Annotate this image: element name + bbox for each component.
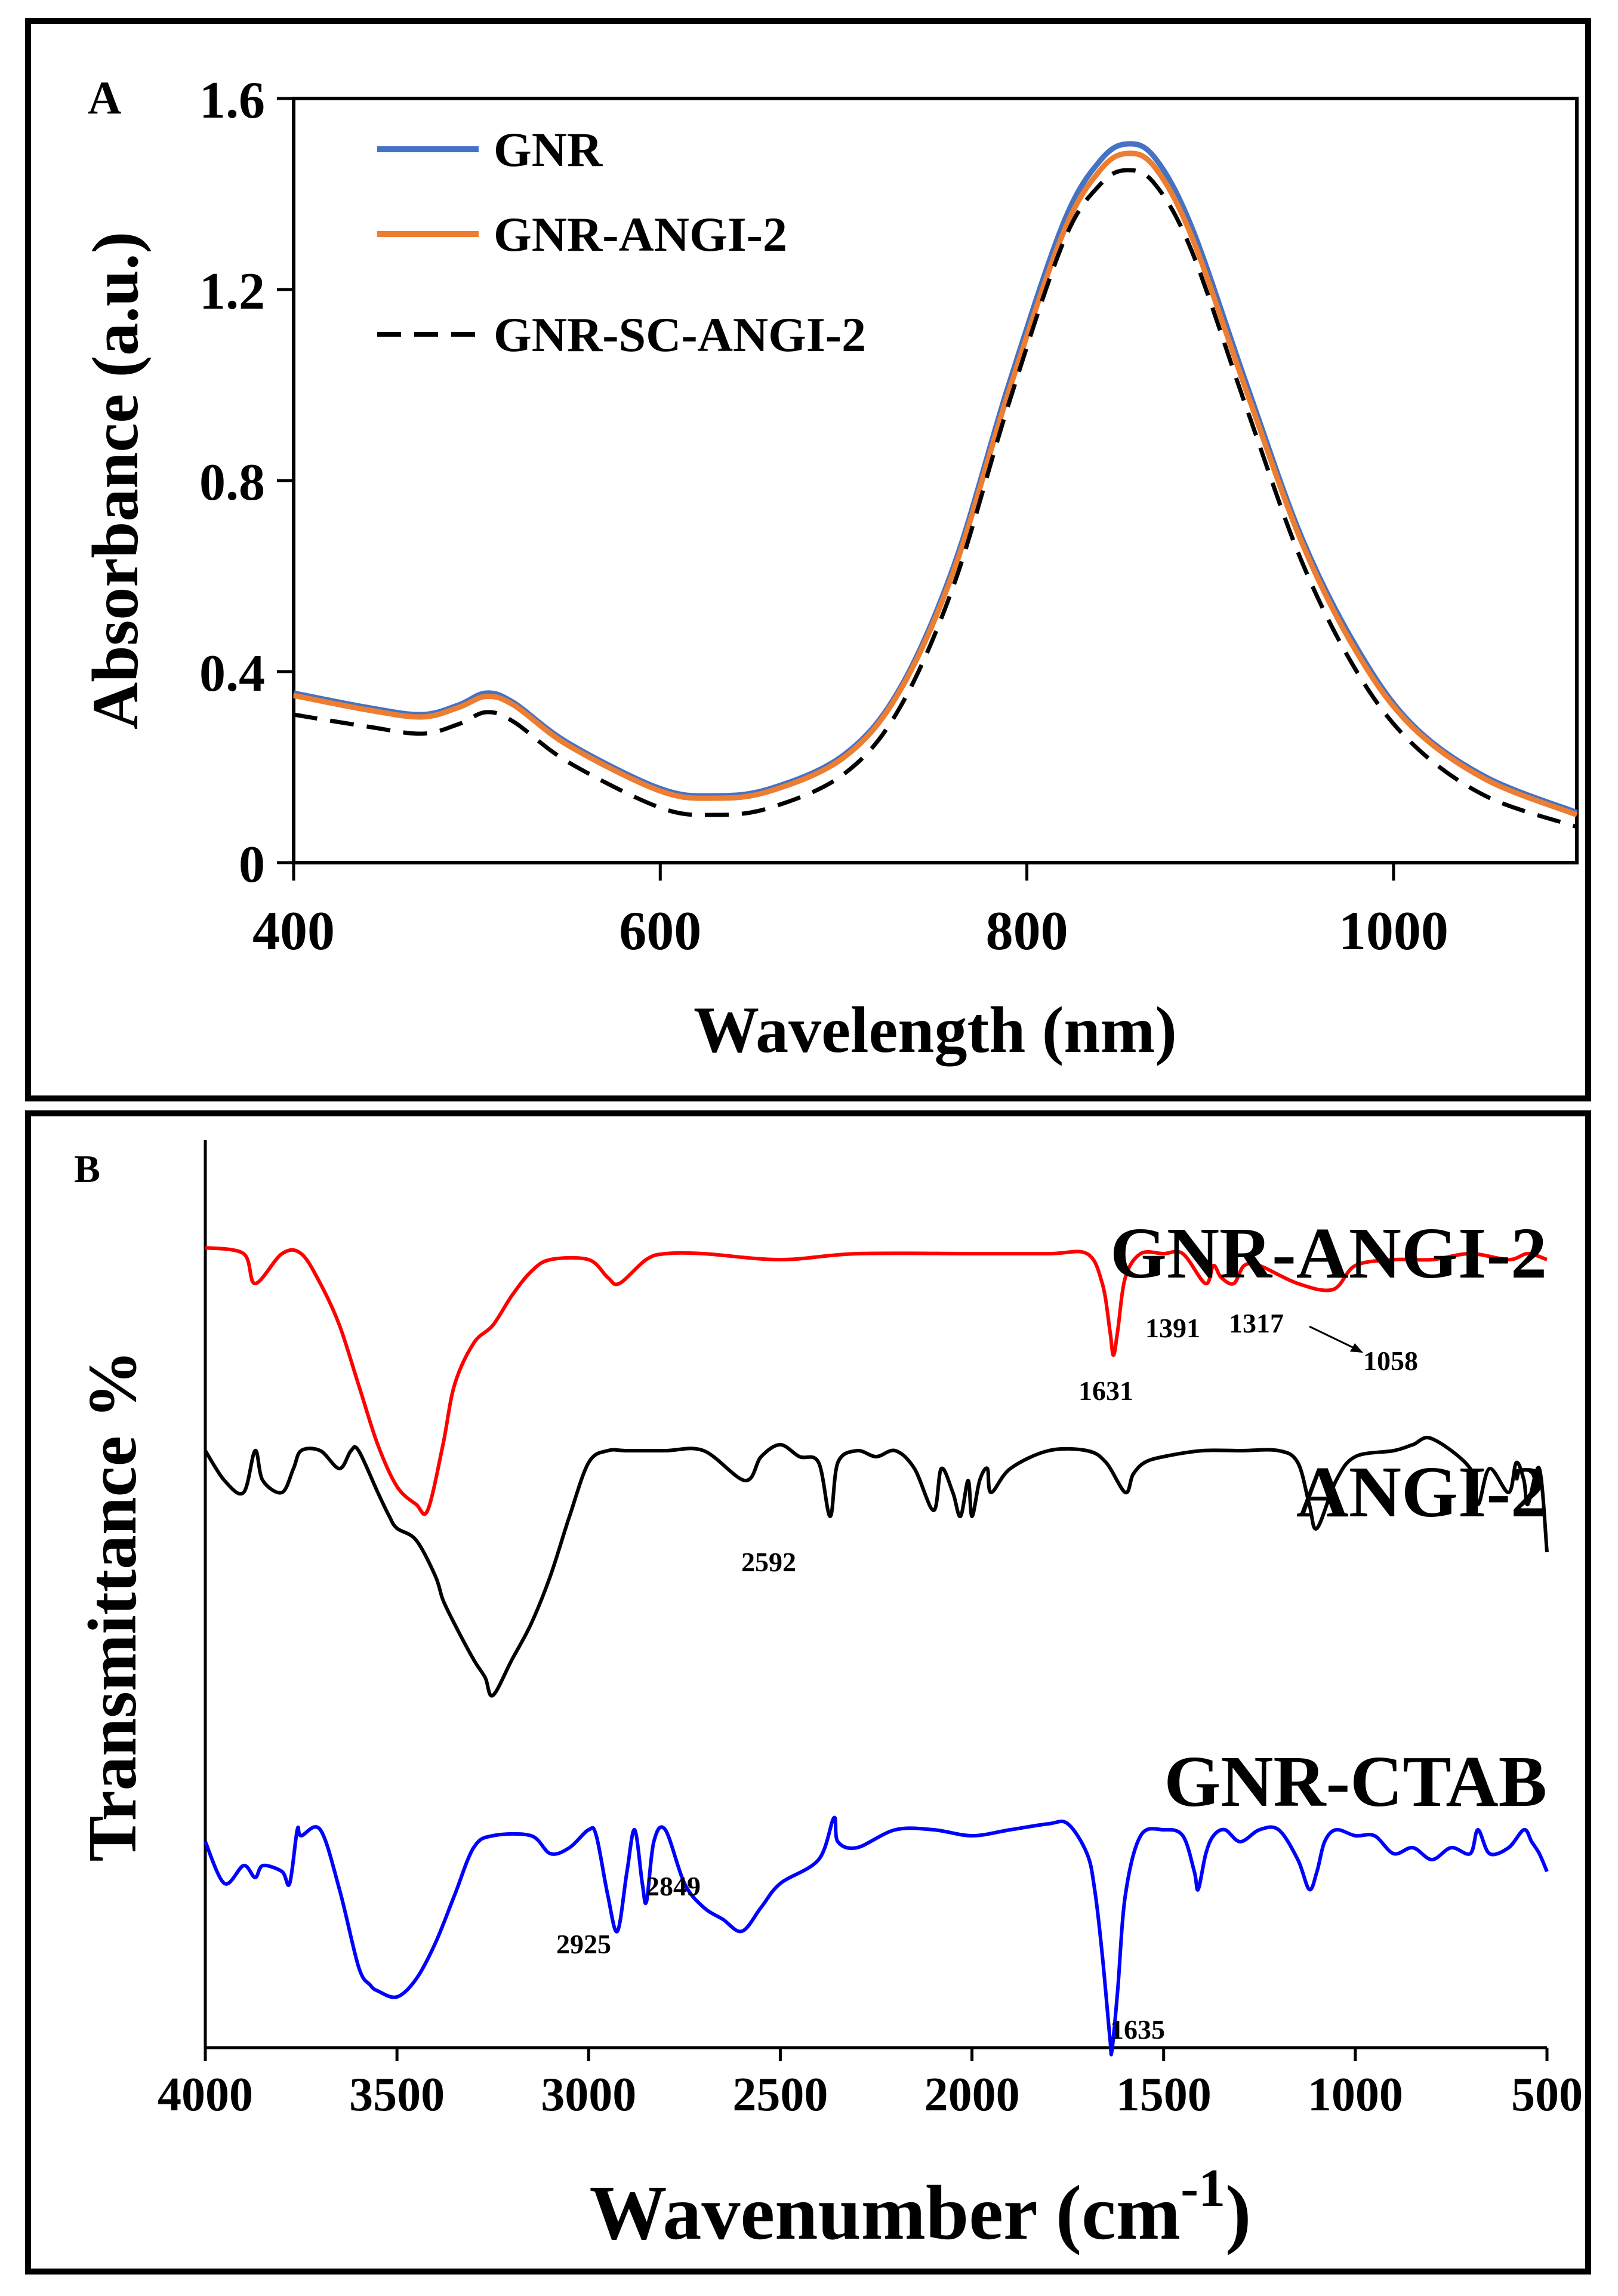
peak-label-1317: 1317 <box>1229 1308 1284 1338</box>
series-label-angi-2: ANGI-2 <box>1296 1452 1547 1532</box>
x-tick-label-b-3000: 3000 <box>541 2069 636 2121</box>
series-line-a-gnr-sc-angi-2 <box>294 170 1577 827</box>
x-axis-title-a: Wavelength (nm) <box>694 993 1177 1066</box>
x-tick-label-b-1500: 1500 <box>1116 2069 1212 2121</box>
y-tick-label-a-0.4: 0.4 <box>199 645 265 703</box>
peak-label-2592: 2592 <box>741 1547 796 1577</box>
legend-a: GNR GNR-ANGI-2 GNR-SC-ANGI-2 <box>377 122 866 362</box>
series-line-b-gnr-ctab <box>205 1818 1547 2055</box>
peak-label-1391: 1391 <box>1145 1313 1200 1343</box>
legend-label-gnr: GNR <box>494 122 603 177</box>
legend-label-gnr-angi-2: GNR-ANGI-2 <box>494 207 787 261</box>
panel-b: B 4000 3500 3000 2500 2000 1500 1000 500 GNR-AN… <box>25 1110 1591 2275</box>
x-tick-label-b-2000: 2000 <box>924 2069 1020 2121</box>
y-axis-title-b: Transmittance % <box>75 1350 150 1861</box>
y-axis-title-a: Absorbance (a.u.) <box>79 232 152 730</box>
peak-label-2849: 2849 <box>646 1871 701 1901</box>
legend-label-gnr-sc-angi-2: GNR-SC-ANGI-2 <box>494 307 866 362</box>
x-tick-label-b-4000: 4000 <box>158 2069 253 2121</box>
plot-area-a <box>294 99 1577 863</box>
x-tick-label-b-1000: 1000 <box>1308 2069 1403 2121</box>
series-lines-b <box>205 1248 1547 2055</box>
panel-a: A 400 600 800 1000 0 0.4 0.8 1.2 1.6 GNR GNR-ANG… <box>25 18 1591 1101</box>
peak-arrow-1058 <box>1309 1326 1359 1350</box>
peak-label-1058: 1058 <box>1363 1346 1418 1376</box>
peak-label-2925: 2925 <box>556 1929 611 1959</box>
x-tick-label-b-3500: 3500 <box>349 2069 445 2121</box>
x-axis-title-b-close: ) <box>1225 2170 1251 2256</box>
x-tick-label-a-800: 800 <box>986 900 1068 961</box>
x-tick-label-a-400: 400 <box>252 900 335 961</box>
panel-b-letter: B <box>74 1147 100 1191</box>
x-tick-label-a-600: 600 <box>619 900 701 961</box>
absorbance-chart: A 400 600 800 1000 0 0.4 0.8 1.2 1.6 GNR GNR-ANG… <box>31 24 1585 1095</box>
peak-label-1631: 1631 <box>1078 1375 1133 1406</box>
ticks-a: 400 600 800 1000 0 0.4 0.8 1.2 1.6 <box>199 72 1449 961</box>
x-tick-label-a-1000: 1000 <box>1339 900 1449 961</box>
ticks-b: 4000 3500 3000 2500 2000 1500 1000 500 <box>158 2048 1583 2121</box>
panel-a-letter: A <box>88 72 121 124</box>
series-line-a-gnr-angi-2 <box>294 153 1577 815</box>
x-tick-label-b-2500: 2500 <box>732 2069 828 2121</box>
y-tick-label-a-1.6: 1.6 <box>199 72 265 130</box>
series-label-gnr-ctab: GNR-CTAB <box>1164 1741 1547 1822</box>
series-label-gnr-angi-2: GNR-ANGI-2 <box>1110 1213 1547 1294</box>
y-tick-label-a-1.2: 1.2 <box>199 263 265 321</box>
x-axis-title-b: Wavenumber (cm-1) <box>590 2159 1252 2256</box>
x-tick-label-b-500: 500 <box>1511 2069 1583 2121</box>
peak-label-1635: 1635 <box>1110 2014 1165 2045</box>
x-axis-title-b-sup: -1 <box>1181 2159 1225 2218</box>
y-tick-label-a-0: 0 <box>239 836 265 894</box>
ftir-chart: B 4000 3500 3000 2500 2000 1500 1000 500 GNR-AN… <box>31 1116 1585 2269</box>
x-axis-title-b-main: Wavenumber (cm <box>590 2170 1181 2256</box>
series-lines-a <box>294 144 1577 827</box>
y-tick-label-a-0.8: 0.8 <box>199 454 265 512</box>
